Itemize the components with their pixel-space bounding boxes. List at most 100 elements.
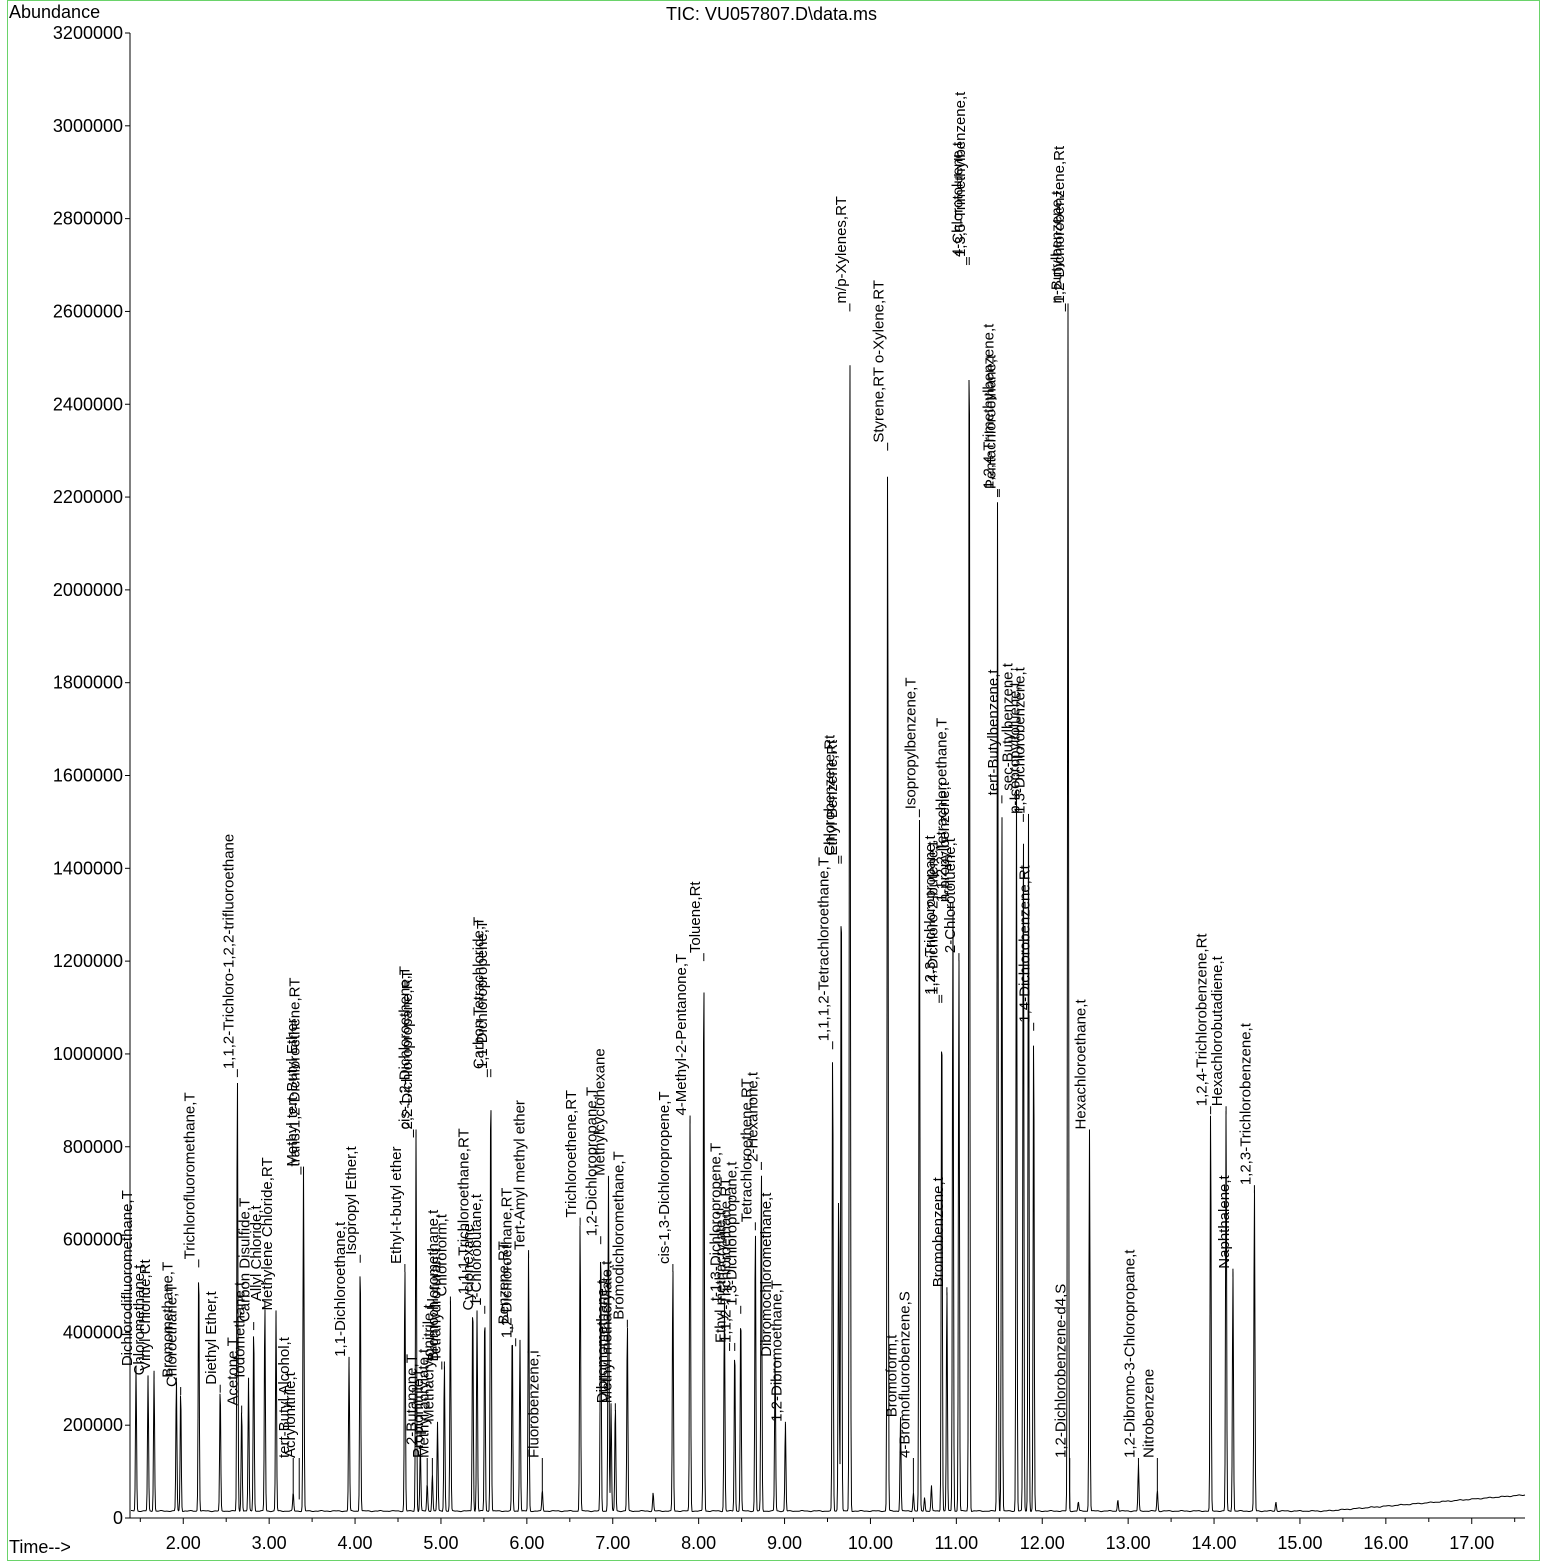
y-tick-label: 0 bbox=[113, 1508, 123, 1528]
peak-label: Dibromomethane,t bbox=[594, 1279, 611, 1403]
peak-annotations: Dichlorodifluoromethane,TChloromethane,t… bbox=[119, 91, 1255, 1509]
peak-annotation: trans-1,2-Dichloroethene,RT bbox=[287, 978, 305, 1175]
peak-label: Methacrylonitrile,t bbox=[421, 1303, 438, 1421]
peak-annotation: 1,2-Dibromo-3-Chloropropane,t bbox=[1121, 1249, 1139, 1472]
y-tick-label: 2600000 bbox=[53, 301, 123, 321]
peak-annotation: 1,2-Dibromoethane,T bbox=[768, 1280, 786, 1430]
peak-annotation: 1,1,2-Trichloroethane,RT bbox=[718, 1177, 736, 1351]
peak-label: Allyl Chloride,t bbox=[248, 1204, 265, 1301]
peak-label: Hexachlorobutadiene,t bbox=[1209, 955, 1226, 1106]
peak-annotation: Nitrobenzene bbox=[1140, 1369, 1158, 1498]
peak-annotation: Methyl tert-Butyl Ether bbox=[284, 1018, 302, 1175]
peak-label: 1,1,2-Trichloroethane,RT bbox=[718, 1177, 735, 1343]
peak-label: Isopropylbenzene,T bbox=[902, 678, 919, 810]
peak-annotation: 1,2-Dichloropropane,T bbox=[584, 1087, 602, 1245]
peak-annotation: 1,2-Dichlorobenzene,Rt bbox=[1051, 145, 1069, 312]
y-tick-label: 400000 bbox=[63, 1322, 123, 1342]
peak-label: 1,1,1,2-Tetrachloroethane,T bbox=[816, 857, 833, 1041]
peak-annotation: Ethyl Benzene,Rt bbox=[824, 739, 842, 864]
peak-annotation: 1,3-Dichlorobenzene,t bbox=[1012, 666, 1030, 822]
peak-label: 1,1-Dichloropropene,T bbox=[474, 920, 491, 1069]
peak-label: Bromoform,t bbox=[884, 1334, 901, 1417]
peak-label: 1,3-Dichlorobenzene,t bbox=[1012, 666, 1029, 814]
x-tick-label: 13.00 bbox=[1106, 1533, 1151, 1553]
peak-annotation: sec-Butylbenzene,t bbox=[999, 662, 1017, 799]
peak-annotation: Carbon Disulfide,T bbox=[237, 1198, 255, 1331]
peak-annotation: Cyclohexane bbox=[460, 1224, 478, 1319]
y-tick-label: 1600000 bbox=[53, 766, 123, 786]
peak-label: Trichlorofluoromethane,T bbox=[182, 1092, 199, 1259]
peak-annotation: Chlorobenzene,Rt bbox=[822, 734, 840, 864]
y-tick-label: 600000 bbox=[63, 1230, 123, 1250]
peak-annotation: cis-1,2-Dichloroethene,T bbox=[396, 966, 414, 1138]
y-axis-label: Abundance bbox=[9, 2, 101, 22]
y-tick-label: 1400000 bbox=[53, 858, 123, 878]
peak-annotation: 4-Chlorotoluene,t bbox=[950, 141, 968, 266]
peak-label: Ethyl Benzene,Rt bbox=[824, 739, 841, 856]
x-tick-label: 17.00 bbox=[1449, 1533, 1494, 1553]
peak-label: m/p-Xylenes,RT bbox=[833, 196, 850, 303]
peak-annotation: 1,1,1-Trichloroethane,RT bbox=[456, 1128, 474, 1303]
peak-label: 1,2-Dichloropropane,T bbox=[584, 1087, 601, 1236]
peak-annotation: Methylcyclohexane bbox=[591, 1048, 609, 1184]
peak-annotation: 2,2-Dichloropropane,RT bbox=[399, 970, 417, 1138]
peak-annotation: Dibromochloromethane,t bbox=[758, 1192, 776, 1365]
peak-annotation: n-Butylbenzene,t bbox=[1048, 190, 1066, 312]
peak-annotation: Ethyl-t-butyl ether bbox=[388, 1146, 406, 1273]
peak-label: Bromomethane,T bbox=[159, 1262, 176, 1378]
peak-annotation: Chloroform,t bbox=[433, 1213, 451, 1305]
peak-annotation: t-1,3-Dichloropropene,T bbox=[707, 1143, 725, 1310]
peak-label: 1,2-Dichloroethane,RT bbox=[499, 1188, 516, 1339]
peak-label: cis-1,2-Dichloroethene,T bbox=[396, 966, 413, 1129]
x-tick-label: 16.00 bbox=[1363, 1533, 1408, 1553]
peak-label: 1,2-Dichlorobenzene,Rt bbox=[1051, 145, 1068, 303]
chart-title: TIC: VU057807.D\data.ms bbox=[665, 4, 878, 24]
peak-label: 4-Bromofluorobenzene,S bbox=[896, 1291, 913, 1458]
peak-annotation: 2-Hexanone,t bbox=[744, 1071, 762, 1170]
peak-annotation: n-propylbenzene,t bbox=[936, 781, 954, 911]
y-tick-label: 1200000 bbox=[53, 951, 123, 971]
peak-label: trans-1,2-Dichloroethene,RT bbox=[287, 978, 304, 1167]
peak-label: 1,2-Dichlorobenzene-d4,S bbox=[1053, 1284, 1070, 1458]
plot-frame bbox=[7, 0, 1540, 1561]
peak-annotation: tert-Butyl Alcohol,t bbox=[276, 1336, 294, 1500]
peak-label: n-Butylbenzene,t bbox=[1048, 190, 1065, 303]
peak-annotation: 1-Chlorobutane,t bbox=[468, 1193, 486, 1314]
peak-annotation: Isopropyl Ether,t bbox=[343, 1146, 361, 1263]
peak-annotation: Allyl Chloride,t bbox=[248, 1204, 266, 1310]
peak-label: Diethyl Ether,t bbox=[203, 1290, 220, 1384]
peak-label: Acrylonitrile,t bbox=[282, 1371, 299, 1458]
peak-label: Pentachloroethane,t bbox=[982, 354, 999, 489]
peak-annotation: Methylene Chloride,RT bbox=[259, 1157, 277, 1319]
peak-annotation: Tert-Amyl methyl ether bbox=[512, 1100, 530, 1259]
peak-label: Tetrachloroethene,RT bbox=[738, 1078, 755, 1222]
peak-annotation: Chloromethane,t bbox=[131, 1264, 149, 1384]
y-tick-label: 3000000 bbox=[53, 116, 123, 136]
peak-annotation: Hexachlorobutadiene,t bbox=[1209, 955, 1227, 1115]
peak-annotation: Benzene,RT bbox=[495, 1241, 513, 1333]
y-tick-label: 1800000 bbox=[53, 673, 123, 693]
peak-label: Fluorobenzene,i bbox=[525, 1350, 542, 1458]
peak-label: Chlorobenzene,Rt bbox=[822, 734, 839, 856]
y-tick-label: 200000 bbox=[63, 1415, 123, 1435]
peak-annotation: Styrene,RT o-Xylene,RT bbox=[871, 280, 889, 451]
x-tick-label: 8.00 bbox=[681, 1533, 716, 1553]
x-tick-label: 10.00 bbox=[848, 1533, 893, 1553]
peak-annotation: 4-Bromofluorobenzene,S bbox=[896, 1291, 914, 1500]
peak-annotation: 1,1,2-Trichloro-1,2,2-trifluoroethane bbox=[220, 834, 238, 1078]
peak-label: Methylene Chloride,RT bbox=[259, 1157, 276, 1310]
peak-annotation: Methyl acrylate,t bbox=[415, 1348, 433, 1481]
x-tick-label: 11.00 bbox=[934, 1533, 978, 1553]
peak-label: 1,3-Dichloropropane,t bbox=[724, 1161, 741, 1306]
peak-label: 1,2,3-Trichlorobenzene,t bbox=[1237, 1022, 1254, 1185]
peak-annotation: Bromodichloromethane,T bbox=[610, 1151, 628, 1328]
peak-annotation: Ethyl methacrylate,t bbox=[713, 1210, 731, 1351]
peak-annotation: Bromoform,t bbox=[884, 1334, 902, 1426]
peak-annotation: Tetrachloroethene,RT bbox=[738, 1078, 756, 1231]
peak-annotation: p-Isopropyltoluene,t bbox=[1006, 681, 1024, 822]
peak-label: Dibromochloromethane,t bbox=[758, 1192, 775, 1357]
peak-label: 1,1,2,2-Tetrachloroethane,T bbox=[933, 718, 950, 902]
peak-label: Isopropyl Ether,t bbox=[343, 1146, 360, 1255]
peak-label: 1,2,4-Trichlorobenzene,Rt bbox=[1194, 933, 1211, 1107]
peak-annotation: 2-Butanone,T bbox=[403, 1354, 421, 1454]
